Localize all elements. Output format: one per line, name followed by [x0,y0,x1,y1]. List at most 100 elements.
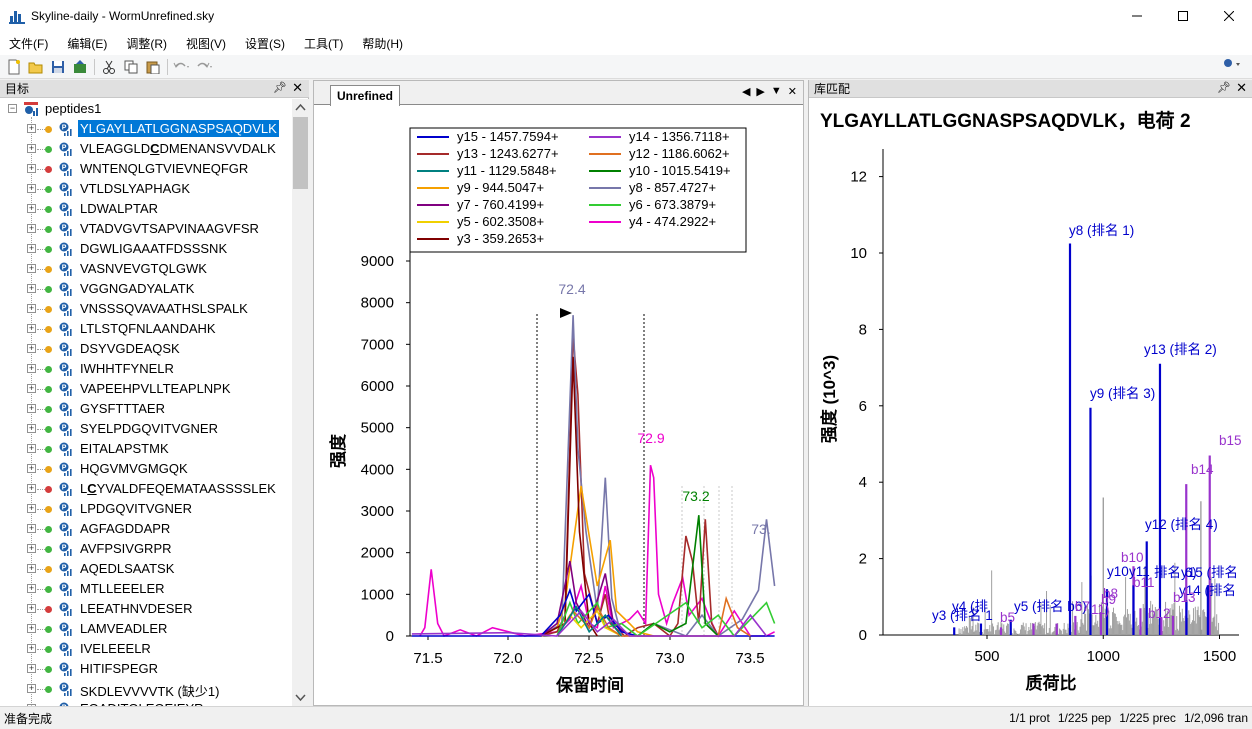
tree-peptide-row[interactable]: + P IWHHTFYNELR [0,359,292,379]
expand-icon[interactable]: + [27,643,36,653]
tree-peptide-row[interactable]: + P HQGVMVGMGQK [0,459,292,479]
minimize-button[interactable] [1114,0,1160,31]
tree-peptide-row[interactable]: + P AQEDLSAATSK [0,559,292,579]
tree-peptide-row[interactable]: + P VNSSSQVAVAATHSLSPALK [0,299,292,319]
redo-button[interactable] [193,57,215,77]
menu-settings[interactable]: 设置(S) [245,36,285,51]
tab-left-icon[interactable]: ◀ [741,86,751,98]
collapse-icon[interactable]: − [8,103,17,113]
new-button[interactable] [3,57,25,77]
tab-right-icon[interactable]: ▶ [756,86,765,98]
targets-close-icon[interactable]: ✕ [292,80,303,95]
expand-icon[interactable]: + [27,343,36,353]
expand-icon[interactable]: + [27,363,36,373]
tree-peptide-row[interactable]: + P VAPEEHPVLLTEAPLNPK [0,379,292,399]
expand-icon[interactable]: + [27,623,36,633]
maximize-button[interactable] [1160,0,1206,31]
menu-file[interactable]: 文件(F) [9,36,49,51]
menu-edit[interactable]: 编辑(E) [67,36,108,51]
expand-icon[interactable]: + [27,483,36,493]
targets-scrollbar[interactable] [292,99,309,706]
expand-icon[interactable]: + [27,323,36,333]
publish-button[interactable] [69,57,91,77]
tree-peptide-row[interactable]: + P SKDLEVVVVTK (缺少1) [0,679,292,699]
tree-peptide-row[interactable]: + P VTADVGVTSAPVINAAGVFSR [0,219,292,239]
tools-dropdown-button[interactable] [1222,57,1242,74]
expand-icon[interactable]: + [27,283,36,293]
tree-peptide-row[interactable]: + P LEEATHNVDESER [0,599,292,619]
tree-peptide-row[interactable]: + P VTLDSLYAPHAGK [0,179,292,199]
tree-peptide-row[interactable]: + P LPDGQVITVGNER [0,499,292,519]
tree-peptide-row[interactable]: + P VLEAGGLDCDMENANSVVDALK [0,139,292,159]
tree-peptide-row[interactable]: + P YLGAYLLATLGGNASPSAQDVLK [0,119,292,139]
tab-unrefined[interactable]: Unrefined [330,85,401,106]
expand-icon[interactable]: + [27,503,36,513]
scroll-up-icon[interactable] [292,99,309,116]
tree-peptide-row[interactable]: + P VGGNGADYALATK [0,279,292,299]
expand-icon[interactable]: + [27,463,36,473]
tree-peptide-row[interactable]: + P IVELEEELR [0,639,292,659]
open-button[interactable] [25,57,47,77]
tab-dropdown-icon[interactable]: ▼ [770,85,782,97]
tree-peptide-row[interactable]: + P DSYVGDEAQSK [0,339,292,359]
library-close-icon[interactable]: ✕ [1236,80,1247,95]
expand-icon[interactable]: + [27,183,36,193]
legend-entry: y6 - 673.3879+ [589,197,716,212]
paste-button[interactable] [142,57,164,77]
expand-icon[interactable]: + [27,263,36,273]
pin-icon[interactable]: 📌︎ [273,82,287,94]
tree-peptide-row[interactable]: + P AGFAGDDAPR [0,519,292,539]
tree-peptide-row[interactable]: + P LCYVALDFEQEMATAASSSSLEK [0,479,292,499]
expand-icon[interactable]: + [27,223,36,233]
spectrum-graph[interactable]: YLGAYLLATLGGNASPSAQDVLK，电荷 2 12 10 8 6 4 2 0 500… [809,99,1252,706]
scroll-thumb[interactable] [293,117,308,189]
expand-icon[interactable]: + [27,523,36,533]
tree-peptide-row[interactable]: + P SYELPDGQVITVGNER [0,419,292,439]
expand-icon[interactable]: + [27,383,36,393]
expand-icon[interactable]: + [27,583,36,593]
menu-tools[interactable]: 工具(T) [304,36,344,51]
tree-peptide-row[interactable]: + P VASNVEVGTQLGWK [0,259,292,279]
expand-icon[interactable]: + [27,563,36,573]
copy-button[interactable] [120,57,142,77]
svg-text:P: P [62,125,67,132]
save-button[interactable] [47,57,69,77]
tree-peptide-row[interactable]: + P LDWALPTAR [0,199,292,219]
menu-help[interactable]: 帮助(H) [362,36,403,51]
expand-icon[interactable]: + [27,203,36,213]
scroll-down-icon[interactable] [292,689,309,706]
expand-icon[interactable]: + [27,683,36,693]
expand-icon[interactable]: + [27,243,36,253]
y-tick-label: 8 [859,321,867,338]
expand-icon[interactable]: + [27,403,36,413]
tree-peptide-row[interactable]: + P EITALAPSTMK [0,439,292,459]
pin-icon[interactable]: 📌︎ [1217,82,1231,94]
undo-button[interactable] [171,57,193,77]
expand-icon[interactable]: + [27,603,36,613]
tree-peptide-row[interactable]: + P MTLLEEELER [0,579,292,599]
expand-icon[interactable]: + [27,543,36,553]
menu-view[interactable]: 视图(V) [186,36,226,51]
tree-peptide-row[interactable]: + P HITIFSPEGR [0,659,292,679]
expand-icon[interactable]: + [27,143,36,153]
tab-close-icon[interactable]: ✕ [787,86,797,98]
tree-peptide-row[interactable]: + P AVFPSIVGRPR [0,539,292,559]
tree-peptide-row[interactable]: + P GYSFTTTAER [0,399,292,419]
expand-icon[interactable]: + [27,704,36,706]
chromatogram-graph[interactable]: y15 - 1457.7594+ y14 - 1356.7118+ y13 - 12… [314,106,803,706]
expand-icon[interactable]: + [27,423,36,433]
expand-icon[interactable]: + [27,663,36,673]
tree-peptide-row[interactable]: + P WNTENQLGTVIEVNEQFGR [0,159,292,179]
expand-icon[interactable]: + [27,303,36,313]
tree-peptide-row[interactable]: + P LAMVEADLER [0,619,292,639]
tree-peptide-row[interactable]: + P LTLSTQFNLAANDAHK [0,319,292,339]
tree-peptide-row[interactable]: + P DGWLIGAAATFDSSSNK [0,239,292,259]
peptide-icon: P [59,442,72,456]
expand-icon[interactable]: + [27,123,36,133]
expand-icon[interactable]: + [27,163,36,173]
tree-peptide-row[interactable]: + P EQADITQLEQEIEYR [0,699,292,706]
cut-button[interactable] [98,57,120,77]
menu-refine[interactable]: 调整(R) [126,36,167,51]
expand-icon[interactable]: + [27,443,36,453]
close-window-button[interactable] [1206,0,1252,31]
